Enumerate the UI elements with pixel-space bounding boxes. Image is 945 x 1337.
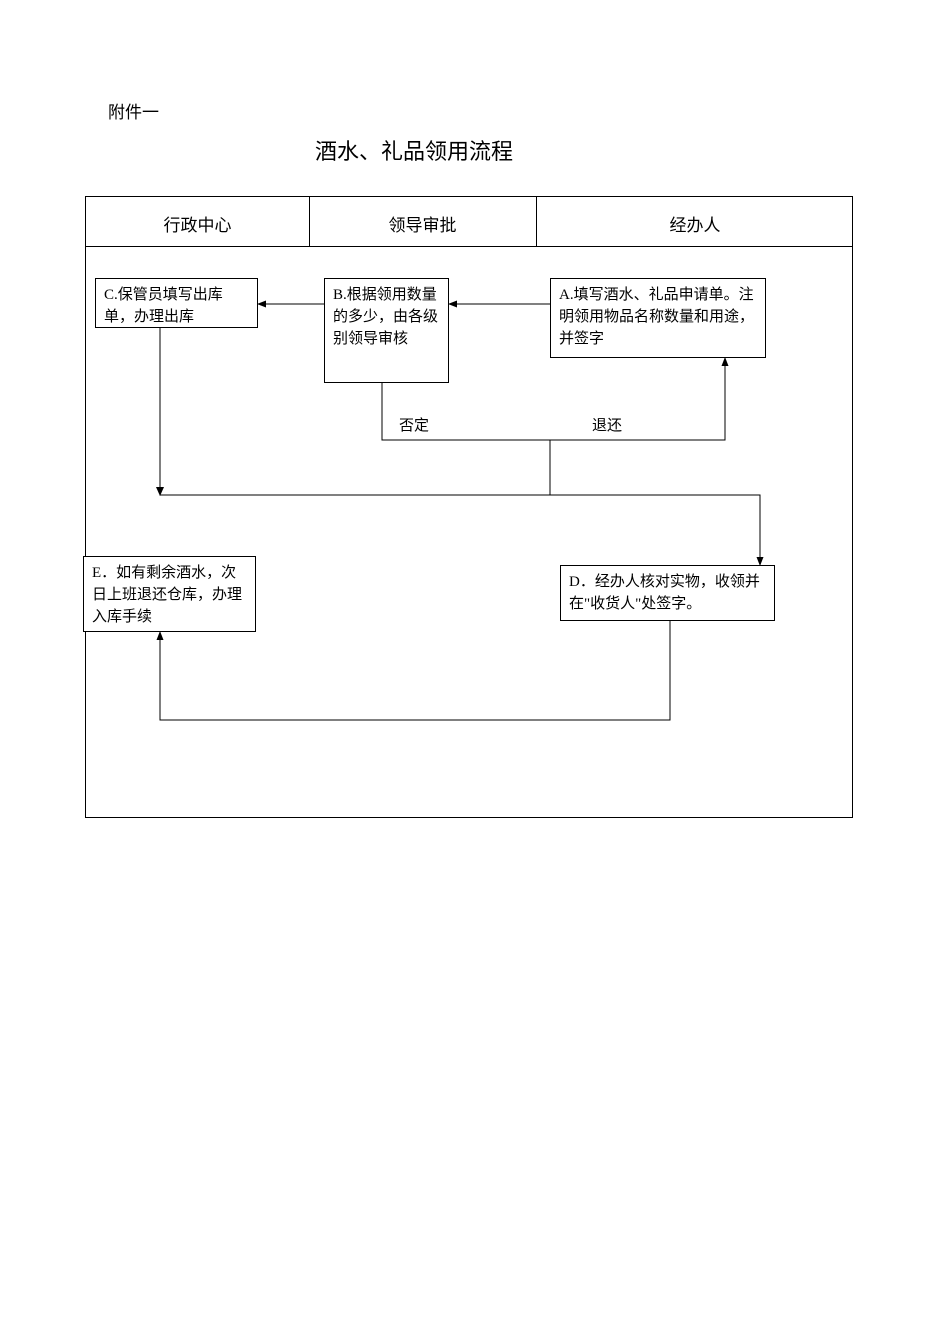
edge-b-reject-a	[382, 358, 725, 440]
flow-edges	[0, 0, 945, 1337]
edge-d-e	[160, 621, 670, 720]
page-root: 附件一 酒水、礼品领用流程 行政中心 领导审批 经办人 A.填写酒水、礼品申请单…	[0, 0, 945, 1337]
edge-c-d	[160, 328, 760, 565]
